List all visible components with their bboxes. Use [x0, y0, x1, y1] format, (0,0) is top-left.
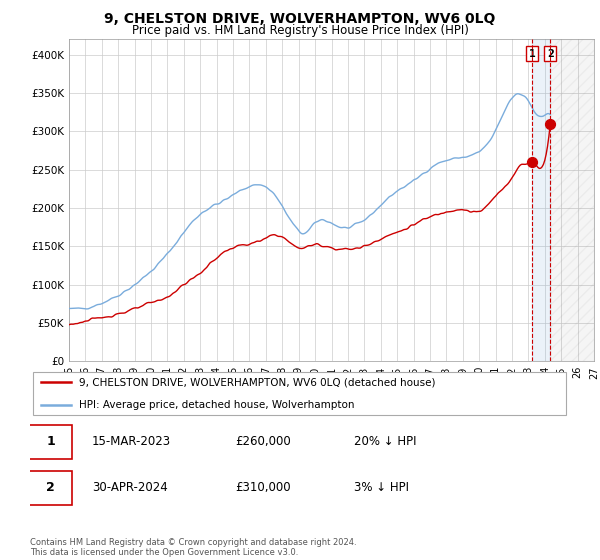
FancyBboxPatch shape — [29, 470, 72, 505]
Text: 1: 1 — [46, 435, 55, 449]
Text: 9, CHELSTON DRIVE, WOLVERHAMPTON, WV6 0LQ (detached house): 9, CHELSTON DRIVE, WOLVERHAMPTON, WV6 0L… — [79, 377, 435, 388]
Text: 2: 2 — [547, 49, 554, 59]
Text: HPI: Average price, detached house, Wolverhampton: HPI: Average price, detached house, Wolv… — [79, 400, 354, 410]
Text: £310,000: £310,000 — [235, 482, 291, 494]
FancyBboxPatch shape — [33, 372, 566, 415]
Text: 9, CHELSTON DRIVE, WOLVERHAMPTON, WV6 0LQ: 9, CHELSTON DRIVE, WOLVERHAMPTON, WV6 0L… — [104, 12, 496, 26]
Text: Contains HM Land Registry data © Crown copyright and database right 2024.
This d: Contains HM Land Registry data © Crown c… — [30, 538, 356, 557]
Text: 3% ↓ HPI: 3% ↓ HPI — [354, 482, 409, 494]
Text: 15-MAR-2023: 15-MAR-2023 — [92, 435, 171, 449]
Text: 2: 2 — [46, 482, 55, 494]
Bar — [532, 39, 550, 361]
Point — [527, 157, 536, 166]
Text: 1: 1 — [529, 49, 535, 59]
Text: £260,000: £260,000 — [235, 435, 291, 449]
Text: Price paid vs. HM Land Registry's House Price Index (HPI): Price paid vs. HM Land Registry's House … — [131, 24, 469, 36]
Text: 20% ↓ HPI: 20% ↓ HPI — [354, 435, 416, 449]
FancyBboxPatch shape — [29, 424, 72, 459]
Point — [545, 119, 555, 128]
Bar — [550, 39, 594, 361]
Text: 30-APR-2024: 30-APR-2024 — [92, 482, 168, 494]
